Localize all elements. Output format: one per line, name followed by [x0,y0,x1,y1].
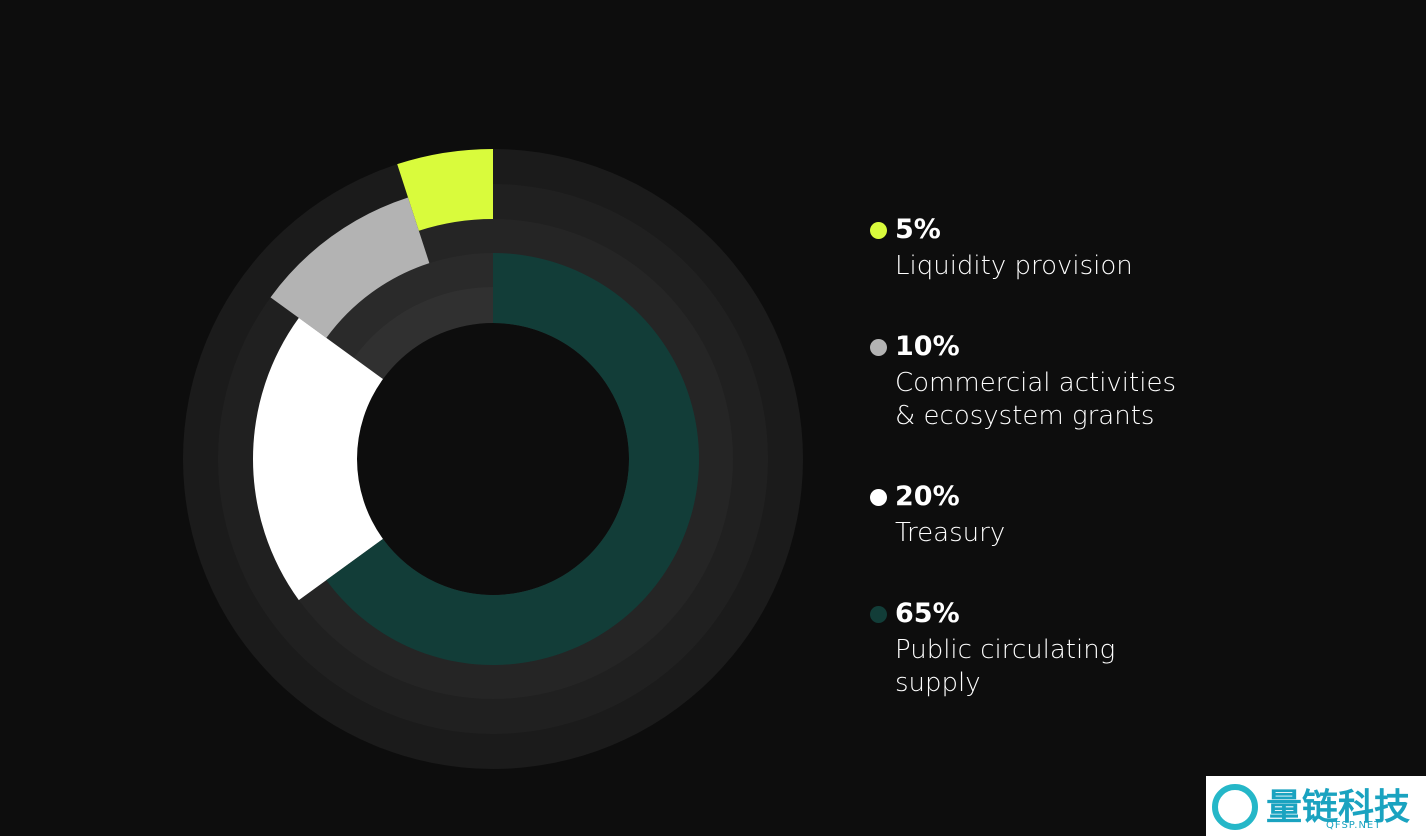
legend-label: & ecosystem grants [895,401,1155,431]
legend-label: supply [895,668,981,698]
ring [357,323,629,595]
legend-value: 5% [895,214,941,245]
legend-value: 10% [895,331,960,362]
legend-dot [870,339,887,356]
watermark-text: 量链科技 [1266,787,1411,828]
legend-dot [870,606,887,623]
segment [397,149,493,231]
segment [253,317,383,601]
legend-label: Liquidity provision [895,251,1133,281]
watermark-sub: QFSP.NET [1326,820,1382,831]
segment [270,197,430,338]
legend-dot [870,489,887,506]
legend-dot [870,222,887,239]
watermark: 量链科技 QFSP.NET [1206,776,1426,836]
legend-label: Treasury [895,518,1006,548]
legend-value: 65% [895,598,960,629]
segment [326,253,699,665]
legend-label: Public circulating [895,635,1116,665]
watermark-icon [1212,784,1258,830]
legend-value: 20% [895,481,960,512]
legend-label: Commercial activities [895,368,1176,398]
